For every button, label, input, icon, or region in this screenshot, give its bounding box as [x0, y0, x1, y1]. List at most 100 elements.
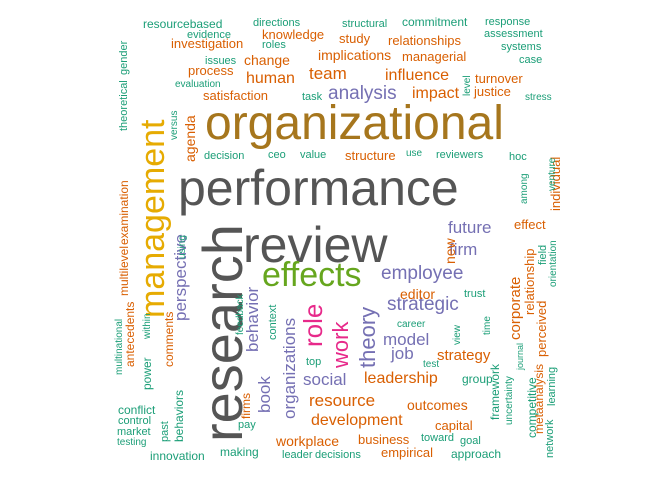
word-analysis: analysis: [328, 83, 397, 104]
word-making: making: [220, 445, 259, 459]
word-reviewers: reviewers: [436, 149, 484, 161]
word-approach: approach: [451, 447, 502, 461]
word-ceo: ceo: [268, 149, 286, 161]
word-justice: justice: [474, 84, 511, 99]
word-editor: editor: [400, 286, 436, 302]
word-gender: gender: [118, 40, 130, 75]
word-business: business: [358, 432, 410, 447]
word-empirical: empirical: [381, 445, 434, 460]
word-conflict: conflict: [118, 403, 156, 417]
word-perceived: perceived: [534, 300, 549, 357]
word-using: using: [177, 235, 188, 259]
word-investigation: investigation: [171, 36, 244, 51]
word-directions: directions: [253, 17, 301, 29]
word-impact: impact: [412, 85, 460, 102]
word-among: among: [519, 173, 530, 204]
word-comments: comments: [162, 311, 176, 367]
word-managerial: managerial: [402, 49, 467, 64]
word-new: new: [442, 238, 458, 264]
word-toward: toward: [421, 432, 455, 444]
word-relationships: relationships: [388, 33, 461, 48]
word-level: level: [462, 75, 473, 96]
word-structure: structure: [345, 148, 396, 163]
word-role: role: [298, 303, 328, 347]
word-innovation: innovation: [150, 449, 205, 463]
word-workplace: workplace: [276, 433, 340, 449]
word-assessment: assessment: [484, 28, 543, 40]
word-firm: firm: [449, 240, 478, 259]
word-firms: firms: [239, 393, 253, 419]
word-framework: framework: [488, 363, 502, 420]
word-review: review: [243, 217, 388, 273]
word-study: study: [339, 31, 371, 46]
word-strategy: strategy: [437, 347, 491, 364]
word-implications: implications: [318, 47, 392, 63]
word-network: network: [544, 419, 556, 458]
word-structural: structural: [342, 18, 388, 30]
word-uncertainty: uncertainty: [504, 376, 515, 425]
word-time: time: [482, 316, 493, 335]
word-testing: testing: [117, 437, 147, 448]
word-examination: examination: [117, 180, 131, 245]
word-task: task: [302, 91, 323, 103]
word-decision: decision: [204, 150, 245, 162]
word-agenda: agenda: [182, 115, 198, 162]
word-model: model: [383, 330, 430, 349]
word-career: career: [397, 319, 426, 330]
word-theory: theory: [355, 306, 380, 368]
word-turnover: turnover: [475, 71, 523, 86]
word-satisfaction: satisfaction: [203, 88, 269, 103]
word-knowledge: knowledge: [262, 27, 325, 42]
word-evaluation: evaluation: [175, 79, 221, 90]
word-employee: employee: [381, 263, 464, 284]
word-corporate: corporate: [507, 276, 524, 340]
word-top: top: [306, 356, 322, 368]
word-leader: leader: [282, 449, 313, 461]
word-human: human: [246, 70, 295, 87]
word-use: use: [406, 148, 423, 159]
word-resourcebased: resourcebased: [143, 17, 223, 31]
word-learning: learning: [546, 366, 558, 406]
word-power: power: [140, 357, 154, 390]
word-influence: influence: [385, 67, 450, 84]
word-multilevel: multilevel: [117, 245, 131, 296]
word-venture: venture: [547, 157, 558, 191]
word-antecedents: antecedents: [123, 301, 137, 367]
word-case: case: [519, 54, 543, 66]
word-trust: trust: [464, 288, 486, 300]
word-change: change: [244, 52, 290, 68]
word-behaviors: behaviors: [172, 389, 186, 442]
word-within: within: [142, 313, 153, 339]
word-evidence: evidence: [187, 29, 232, 41]
word-goal: goal: [460, 435, 481, 447]
word-commitment: commitment: [402, 15, 468, 29]
word-work: work: [328, 321, 353, 368]
word-competitive: competitive: [525, 377, 539, 438]
word-performance: performance: [178, 160, 459, 216]
word-market: market: [117, 426, 151, 438]
word-job: job: [391, 344, 414, 363]
word-team: team: [309, 64, 347, 83]
word-organizations: organizations: [280, 317, 299, 419]
word-view: view: [452, 324, 463, 345]
word-group: group: [462, 372, 493, 386]
word-effects: effects: [262, 256, 362, 294]
word-capital: capital: [435, 418, 473, 433]
word-future: future: [448, 218, 492, 237]
word-orientation: orientation: [548, 240, 559, 287]
word-decisions: decisions: [315, 449, 361, 461]
word-theoretical: theoretical: [118, 80, 130, 131]
word-past: past: [159, 421, 171, 442]
word-pay: pay: [238, 419, 256, 431]
word-development: development: [311, 412, 403, 429]
word-organizational: organizational: [205, 97, 504, 150]
word-hoc: hoc: [509, 151, 527, 163]
word-versus: versus: [169, 110, 180, 140]
word-social: social: [303, 370, 347, 389]
word-outcomes: outcomes: [407, 397, 468, 413]
word-issues: issues: [205, 55, 237, 67]
word-book: book: [255, 376, 274, 413]
word-journal: journal: [515, 342, 525, 370]
word-effect: effect: [514, 217, 546, 232]
